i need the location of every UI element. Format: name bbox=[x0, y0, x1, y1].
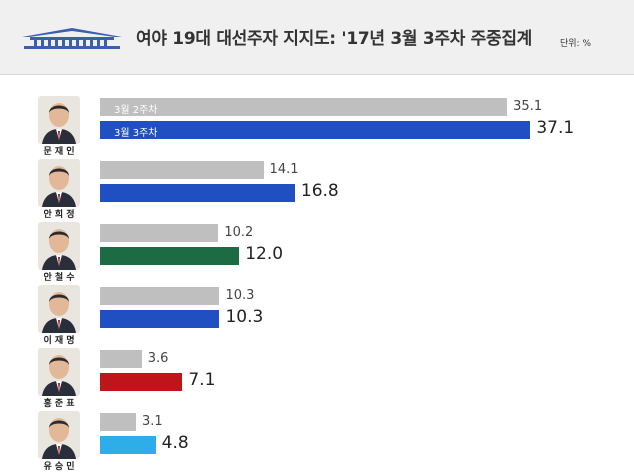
bar-current-week bbox=[100, 184, 295, 202]
chart-title: 여야 19대 대선주자 지지도: '17년 3월 3주차 주중집계 bbox=[136, 29, 533, 49]
value-label-current: 7.1 bbox=[188, 370, 216, 390]
value-label-prev: 14.1 bbox=[269, 162, 299, 177]
value-label-prev: 35.1 bbox=[513, 99, 543, 114]
bar-prev-week bbox=[100, 224, 219, 242]
legend-prev-week: 3월 2주차 bbox=[114, 105, 158, 116]
bar-current-week bbox=[100, 310, 220, 328]
value-label-prev: 3.1 bbox=[141, 414, 163, 429]
bar-prev-week bbox=[100, 413, 136, 431]
candidate-name: 안 희 정 bbox=[43, 210, 75, 220]
bar-prev-week bbox=[100, 98, 508, 116]
blue-house-logo-icon bbox=[22, 28, 122, 49]
candidate-photo-icon bbox=[38, 285, 80, 333]
value-label-prev: 3.6 bbox=[147, 351, 169, 366]
bar-prev-week bbox=[100, 350, 142, 368]
candidate-photo-icon bbox=[38, 96, 80, 144]
candidate-photo-icon bbox=[38, 348, 80, 396]
bar-current-week bbox=[100, 247, 240, 265]
unit-label: 단위: % bbox=[560, 39, 592, 49]
bar-prev-week bbox=[100, 161, 264, 179]
value-label-prev: 10.3 bbox=[225, 288, 255, 303]
value-label-current: 10.3 bbox=[225, 307, 264, 327]
bar-current-week bbox=[100, 436, 156, 454]
value-label-current: 4.8 bbox=[161, 433, 189, 453]
candidate-name: 안 철 수 bbox=[43, 273, 75, 283]
candidate-photo-icon bbox=[38, 159, 80, 207]
candidate-name: 홍 준 표 bbox=[43, 399, 75, 409]
value-label-current: 12.0 bbox=[245, 244, 284, 264]
value-label-current: 37.1 bbox=[536, 118, 575, 138]
candidate-name: 문 재 인 bbox=[43, 147, 75, 157]
value-label-current: 16.8 bbox=[300, 181, 339, 201]
candidate-name: 유 승 민 bbox=[43, 462, 75, 472]
bar-prev-week bbox=[100, 287, 220, 305]
header: 여야 19대 대선주자 지지도: '17년 3월 3주차 주중집계 단위: % bbox=[0, 0, 634, 75]
legend-current-week: 3월 3주차 bbox=[114, 128, 158, 139]
candidate-name: 이 재 명 bbox=[43, 336, 75, 346]
candidate-photo-icon bbox=[38, 222, 80, 270]
candidate-photo-icon bbox=[38, 411, 80, 459]
bar-current-week bbox=[100, 121, 531, 139]
value-label-prev: 10.2 bbox=[224, 225, 254, 240]
bar-current-week bbox=[100, 373, 183, 391]
